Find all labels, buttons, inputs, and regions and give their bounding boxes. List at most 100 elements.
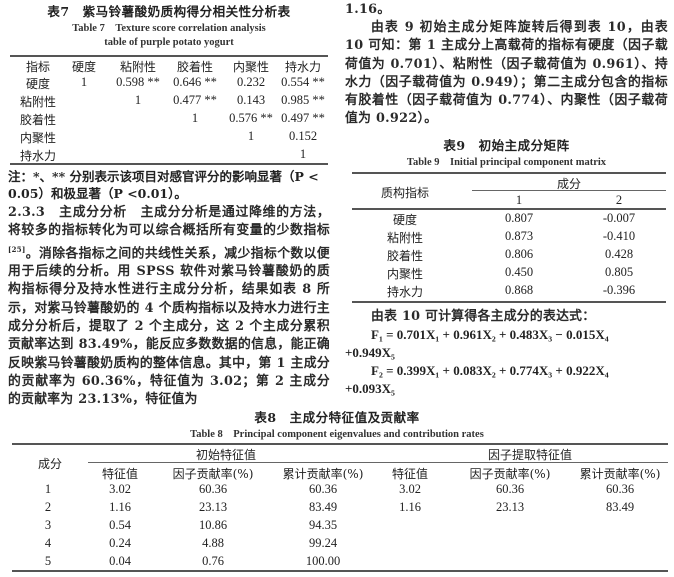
table8-sub-header: 因子贡献率(%) bbox=[172, 467, 254, 481]
table9-header-rule bbox=[352, 208, 666, 210]
table7-header-cell: 内聚性 bbox=[232, 60, 270, 74]
table8-cell: 1.16 bbox=[399, 500, 421, 514]
table9-group-rule bbox=[472, 190, 666, 191]
formula-f2-line2: +0.093X₅ bbox=[345, 381, 395, 396]
table8-cell: 23.13 bbox=[198, 500, 228, 514]
table8-sub-header: 特征值 bbox=[391, 467, 429, 481]
table9-top-rule bbox=[352, 172, 666, 174]
table9-cell: 0.428 bbox=[604, 247, 634, 261]
table7-cell: 1 bbox=[191, 111, 199, 125]
paragraph-table10: 由表 9 初始主成分矩阵旋转后得到表 10，由表 10 可知：第 1 主成分上高… bbox=[345, 20, 668, 127]
table7-cell: 0.152 bbox=[288, 129, 318, 143]
table9-title-cn: 表9 初始主成分矩阵 bbox=[443, 138, 570, 153]
table8-cell: 83.49 bbox=[308, 500, 338, 514]
table9-group-header: 成分 bbox=[556, 177, 582, 191]
table8-title-en: Table 8 Principal component eigenvalues … bbox=[190, 429, 484, 440]
table7-title-cn: 表7 紫马铃薯酸奶质构得分相关性分析表 bbox=[47, 4, 291, 19]
table9-sub-header: 1 bbox=[515, 193, 523, 207]
table7-cell: 0.143 bbox=[236, 93, 266, 107]
table7-row-label: 胶着性 bbox=[19, 113, 57, 127]
paragraph-text-1: 主成分分析是通过降维的方法，将较多的指标转化为可以综合概括所有变量的少数指标 bbox=[8, 205, 331, 239]
table8-cell: 60.36 bbox=[308, 482, 338, 496]
table8-cell: 100.00 bbox=[305, 554, 341, 568]
table9-row-label: 胶着性 bbox=[386, 249, 424, 263]
table7-row-label: 粘附性 bbox=[19, 95, 57, 109]
table7-cell: 0.646 ** bbox=[173, 75, 217, 89]
table9-cell: 0.868 bbox=[504, 283, 534, 297]
table8-row-label: 2 bbox=[44, 500, 52, 514]
table8-cell: 0.24 bbox=[109, 536, 131, 550]
table9-cell: 0.450 bbox=[504, 265, 534, 279]
table9-sub-header: 2 bbox=[615, 193, 623, 207]
table7-cell: 0.554 ** bbox=[281, 75, 325, 89]
table9-row-label: 硬度 bbox=[392, 213, 418, 227]
table7-cell: 0.598 ** bbox=[116, 75, 160, 89]
table8-cell: 60.36 bbox=[198, 482, 228, 496]
section-heading: 主成分分析 bbox=[59, 205, 127, 220]
table8-row-label: 1 bbox=[44, 482, 52, 496]
table8-row-label: 5 bbox=[44, 554, 52, 568]
table7-row-label: 内聚性 bbox=[19, 131, 57, 145]
section-number: 2.3.3 bbox=[8, 205, 46, 220]
table7-cell: 0.497 ** bbox=[281, 111, 325, 125]
table7-header-cell: 硬度 bbox=[71, 60, 97, 74]
formula-intro: 由表 10 可计算得各主成分的表达式： bbox=[371, 309, 596, 324]
table8-sub-header: 累计贡献率(%) bbox=[579, 467, 661, 481]
table8-group-header-initial: 初始特征值 bbox=[195, 448, 257, 462]
table9-row-header: 质构指标 bbox=[380, 186, 430, 200]
table7-note-line2: 0.05）和极显著（P <0.01）。 bbox=[8, 186, 187, 201]
table8-sub-header: 因子贡献率(%) bbox=[469, 467, 551, 481]
citation: [25] bbox=[8, 244, 26, 254]
section-2-3-3-paragraph: 2.3.3 主成分分析 主成分分析是通过降维的方法，将较多的指标转化为可以综合概… bbox=[8, 204, 330, 410]
table8-row-label: 3 bbox=[44, 518, 52, 532]
table7-top-rule bbox=[10, 55, 328, 57]
paragraph-continuation: 1.16。 bbox=[345, 2, 391, 17]
table8-cell: 0.76 bbox=[202, 554, 224, 568]
formula-f1-line2: +0.949X₅ bbox=[345, 345, 395, 360]
table7-cell: 1 bbox=[80, 75, 88, 89]
table7-cell: 0.477 ** bbox=[173, 93, 217, 107]
table8-cell: 23.13 bbox=[495, 500, 525, 514]
table9-title-en: Table 9 Initial principal component matr… bbox=[406, 157, 607, 168]
table7-cell: 1 bbox=[299, 147, 307, 161]
table7-header-cell: 胶着性 bbox=[176, 60, 214, 74]
table8-cell: 83.49 bbox=[605, 500, 635, 514]
table8-cell: 60.36 bbox=[495, 482, 525, 496]
table8-cell: 4.88 bbox=[202, 536, 224, 550]
table7-cell: 0.985 ** bbox=[281, 93, 325, 107]
table8-sub-header: 特征值 bbox=[101, 467, 139, 481]
table7-header-cell: 指标 bbox=[25, 60, 51, 74]
formula-f2-line1: F₂ = 0.399X₁ + 0.083X₂ + 0.774X₃ + 0.922… bbox=[371, 363, 609, 378]
table7-title-en-1: Table 7 Texture score correlation analys… bbox=[72, 23, 266, 34]
table8-top-rule bbox=[12, 443, 668, 445]
table8-title-cn: 表8 主成分特征值及贡献率 bbox=[254, 410, 420, 425]
table9-bottom-rule bbox=[352, 301, 666, 303]
table7-row-label: 持水力 bbox=[19, 149, 57, 163]
paragraph-text-2: 。消除各指标之间的共线性关系，减少指标个数以便用于后续的分析。用 SPSS 软件… bbox=[8, 245, 330, 408]
table9-row-label: 持水力 bbox=[386, 285, 424, 299]
table9-row-label: 内聚性 bbox=[386, 267, 424, 281]
table8-cell: 3.02 bbox=[399, 482, 421, 496]
table7-bottom-rule bbox=[10, 163, 328, 165]
table7-row-label: 硬度 bbox=[25, 77, 51, 91]
table8-cell: 0.54 bbox=[109, 518, 131, 532]
table9-cell: 0.806 bbox=[504, 247, 534, 261]
table8-row-label: 4 bbox=[44, 536, 52, 550]
table8-cell: 99.24 bbox=[308, 536, 338, 550]
table8-cell: 3.02 bbox=[109, 482, 131, 496]
table9-cell: -0.007 bbox=[602, 211, 636, 225]
table7-cell: 0.576 ** bbox=[229, 111, 273, 125]
table9-cell: 0.805 bbox=[604, 265, 634, 279]
table9-cell: 0.873 bbox=[504, 229, 534, 243]
table8-sub-header: 累计贡献率(%) bbox=[282, 467, 364, 481]
table8-row-header: 成分 bbox=[37, 457, 63, 471]
table7-note-line1: 注：*、** 分别表示该项目对感官评分的影响显著（P < bbox=[8, 169, 319, 184]
table8-cell: 1.16 bbox=[109, 500, 131, 514]
table8-cell: 94.35 bbox=[308, 518, 338, 532]
table7-cell: 1 bbox=[247, 129, 255, 143]
table8-group-header-extracted: 因子提取特征值 bbox=[487, 448, 573, 462]
table7-header-cell: 持水力 bbox=[284, 60, 322, 74]
table8-cell: 60.36 bbox=[605, 482, 635, 496]
table9-cell: 0.807 bbox=[504, 211, 534, 225]
table8-cell: 0.04 bbox=[109, 554, 131, 568]
